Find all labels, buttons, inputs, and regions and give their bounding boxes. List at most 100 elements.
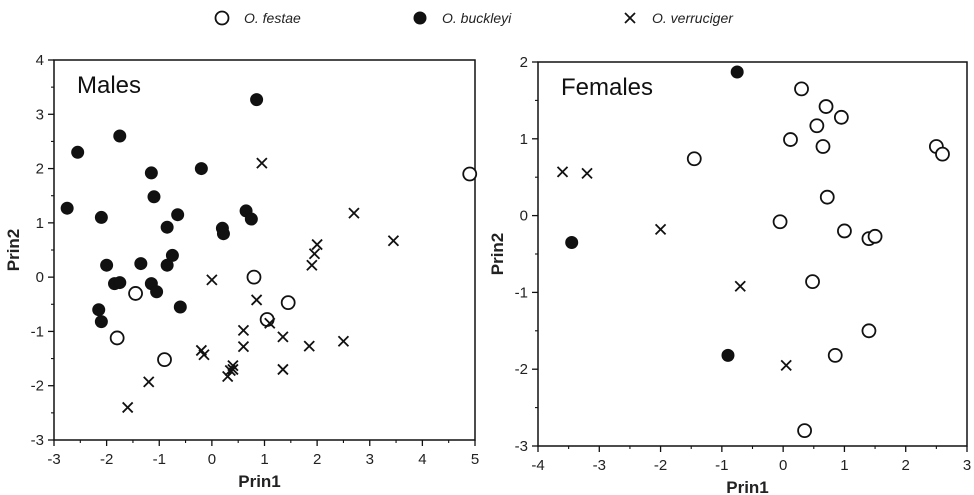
data-point (237, 340, 250, 353)
data-point (128, 286, 143, 301)
series-filled-circle (565, 65, 744, 362)
x-tick-label: -1 (153, 451, 166, 468)
y-tick-label: 2 (520, 54, 528, 71)
data-point (581, 167, 593, 179)
data-point (805, 274, 820, 290)
data-point (100, 258, 114, 272)
data-point (143, 376, 155, 388)
data-point (827, 347, 843, 363)
x-axis-label: Prin1 (238, 472, 281, 491)
data-point (280, 295, 296, 311)
data-point (224, 364, 236, 377)
x-tick-label: 3 (963, 457, 971, 474)
data-point (797, 423, 812, 439)
data-point-stroke-b (143, 376, 155, 388)
y-tick-label: -1 (31, 323, 44, 340)
data-point (94, 315, 108, 329)
data-point-stroke-b (277, 331, 289, 343)
data-point-stroke-b (237, 340, 250, 353)
data-point (721, 348, 735, 362)
data-point-stroke-b (277, 363, 289, 376)
legend-marker-2-stroke-b (624, 12, 636, 24)
legend-marker-0 (214, 10, 230, 26)
data-point (92, 303, 106, 317)
data-point (157, 352, 172, 368)
x-tick-label: 2 (902, 457, 910, 474)
data-point (277, 331, 289, 343)
data-point-stroke-b (250, 294, 263, 306)
data-point-stroke-b (308, 248, 321, 260)
data-point-stroke-b (122, 401, 134, 414)
data-point (861, 323, 877, 339)
panel-title: Males (77, 72, 141, 99)
data-point (256, 157, 268, 169)
data-point (819, 189, 835, 205)
series-filled-circle (60, 93, 264, 329)
x-tick-label: 1 (260, 451, 268, 468)
legend-label-2: O. verruciger (652, 10, 734, 26)
data-point-stroke-b (734, 280, 746, 292)
x-tick-label: 5 (471, 451, 479, 468)
data-point-stroke-b (206, 274, 218, 286)
legend: O. festae O. buckleyi O. verruciger (214, 10, 734, 26)
y-tick-label: -3 (31, 432, 44, 449)
x-tick-label: 3 (366, 451, 374, 468)
data-point (216, 227, 230, 241)
data-point (198, 349, 210, 361)
plot-frame (537, 61, 968, 447)
y-tick-label: 4 (36, 52, 44, 69)
data-point (109, 330, 125, 346)
data-point (250, 93, 264, 107)
series-open-circle (686, 81, 950, 439)
data-point (730, 65, 744, 79)
data-point (387, 235, 400, 247)
data-point-stroke-b (311, 238, 323, 251)
y-tick-label: -2 (515, 361, 528, 378)
x-tick-label: 0 (208, 451, 216, 468)
data-point-stroke-b (303, 340, 315, 352)
data-point-stroke-b (780, 359, 792, 371)
legend-label-0: O. festae (244, 10, 301, 26)
data-point (173, 300, 187, 314)
data-point (206, 274, 218, 286)
data-point (227, 363, 239, 376)
plot-frame (53, 59, 476, 441)
data-point-stroke-b (237, 324, 250, 336)
data-point (113, 276, 127, 290)
y-tick-label: 1 (520, 131, 528, 148)
y-tick-label: 3 (36, 106, 44, 123)
data-point-stroke-b (387, 235, 400, 247)
legend-label-1: O. buckleyi (442, 10, 512, 26)
y-tick-label: -2 (31, 378, 44, 395)
panel-title: Females (561, 74, 653, 101)
data-point (818, 99, 834, 114)
data-point (556, 166, 569, 178)
data-point (794, 81, 809, 97)
data-point (837, 223, 852, 239)
legend-marker-1 (413, 11, 427, 25)
y-axis-label: Prin2 (488, 233, 507, 276)
data-point-stroke-b (337, 335, 350, 347)
data-point (160, 258, 174, 272)
data-point-stroke-b (654, 223, 667, 236)
data-point (264, 317, 276, 329)
data-point (277, 363, 289, 376)
y-tick-label: -1 (515, 284, 528, 301)
x-tick-label: -2 (100, 451, 113, 468)
data-point (94, 210, 108, 224)
data-point-stroke-b (306, 259, 318, 271)
data-point (222, 370, 234, 383)
data-point (194, 162, 208, 176)
data-point-stroke-b (581, 167, 593, 179)
x-axis-label: Prin1 (726, 478, 769, 495)
data-point (134, 257, 148, 271)
data-point (833, 109, 849, 125)
data-point-stroke-b (264, 317, 276, 329)
x-tick-label: 1 (840, 457, 848, 474)
data-point (122, 401, 134, 414)
data-point-stroke-b (348, 207, 360, 219)
y-tick-label: -3 (515, 438, 528, 455)
data-point (308, 248, 321, 260)
data-point-stroke-b (227, 363, 239, 376)
